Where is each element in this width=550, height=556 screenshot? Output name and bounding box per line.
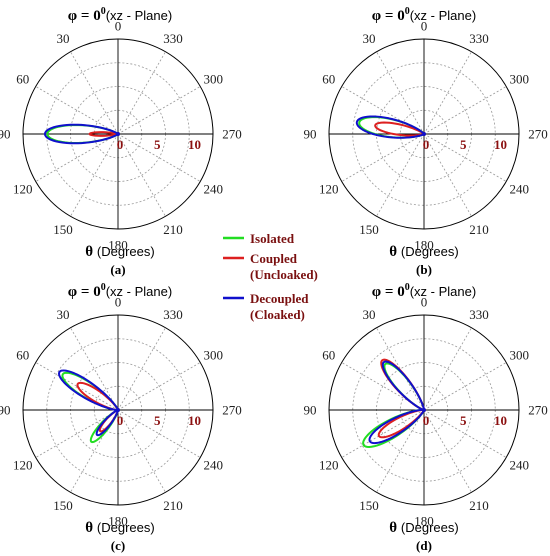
angle-tick-b-90: 90 <box>304 127 317 142</box>
angle-tick-c-30: 30 <box>57 307 70 322</box>
angle-tick-b-180: 180 <box>414 238 434 253</box>
outer-ring-b <box>328 38 520 230</box>
angle-tick-d-330: 330 <box>469 307 489 322</box>
legend: Isolated Coupled (Uncloaked) Decoupled (… <box>223 231 318 322</box>
angle-tick-d-60: 60 <box>322 348 335 363</box>
panel-d-xlabel: θ (Degrees) <box>389 520 458 536</box>
angle-tick-d-180: 180 <box>414 514 434 529</box>
angle-tick-a-240: 240 <box>204 182 224 197</box>
legend-label-decoupled-sub: (Cloaked) <box>250 307 305 322</box>
angle-tick-b-210: 210 <box>469 222 489 237</box>
angle-tick-c-0: 0 <box>115 295 122 310</box>
polar-plot-b: 0 30 60 90 120 150 180 210 240 270 300 330 0 5 10 <box>304 19 548 253</box>
panel-b-title: φ = 00(xz - Plane) <box>372 6 476 24</box>
radial-tick-b-0: 0 <box>423 137 430 152</box>
radial-tick-c-0: 0 <box>117 413 124 428</box>
angle-tick-c-210: 210 <box>163 498 183 513</box>
angle-tick-a-270: 270 <box>222 127 242 142</box>
panel-a-title: φ = 00(xz - Plane) <box>68 6 172 24</box>
panel-c-xlabel: θ (Degrees) <box>85 520 154 536</box>
angle-tick-c-270: 270 <box>222 403 242 418</box>
angle-tick-d-90: 90 <box>304 403 317 418</box>
angle-tick-d-30: 30 <box>363 307 376 322</box>
grid-spoke-c-30 <box>70 327 119 411</box>
angle-tick-d-210: 210 <box>469 498 489 513</box>
panel-c-title: φ = 00(xz - Plane) <box>68 282 172 300</box>
radial-tick-a-10: 10 <box>188 137 201 152</box>
angle-tick-c-150: 150 <box>53 498 73 513</box>
angle-tick-c-120: 120 <box>13 458 33 473</box>
angle-tick-c-300: 300 <box>204 348 224 363</box>
angle-tick-c-90: 90 <box>0 403 11 418</box>
angle-tick-d-150: 150 <box>359 498 379 513</box>
angle-tick-b-300: 300 <box>510 72 530 87</box>
angle-tick-a-210: 210 <box>163 222 183 237</box>
radial-tick-a-5: 5 <box>154 137 161 152</box>
angle-tick-b-0: 0 <box>421 19 428 34</box>
panel-c-label: (c) <box>111 538 125 553</box>
radial-tick-b-5: 5 <box>460 137 467 152</box>
angle-tick-b-270: 270 <box>528 127 548 142</box>
panel-a-label: (a) <box>110 262 125 277</box>
angle-tick-b-240: 240 <box>510 182 530 197</box>
radial-tick-c-10: 10 <box>188 413 201 428</box>
angle-tick-b-150: 150 <box>359 222 379 237</box>
radial-tick-d-10: 10 <box>494 413 507 428</box>
polar-plot-c: 0 30 60 90 120 150 180 210 240 270 300 330 0 5 10 <box>0 295 242 529</box>
angle-tick-a-150: 150 <box>53 222 73 237</box>
legend-label-coupled-sub: (Uncloaked) <box>250 267 318 282</box>
angle-tick-a-180: 180 <box>108 238 128 253</box>
radial-tick-d-5: 5 <box>460 413 467 428</box>
angle-tick-d-300: 300 <box>510 348 530 363</box>
grid-spoke-a-30 <box>70 51 119 135</box>
angle-tick-b-330: 330 <box>469 31 489 46</box>
angle-tick-d-120: 120 <box>319 458 339 473</box>
grid-spoke-b-150 <box>376 133 425 217</box>
panel-b-label: (b) <box>416 262 432 277</box>
angle-tick-c-330: 330 <box>163 307 183 322</box>
grid-spoke-a-150 <box>70 133 119 217</box>
angle-tick-b-30: 30 <box>363 31 376 46</box>
angle-tick-c-60: 60 <box>16 348 29 363</box>
radial-tick-a-0: 0 <box>117 137 124 152</box>
radial-tick-b-10: 10 <box>494 137 507 152</box>
outer-ring-d <box>328 314 520 506</box>
angle-tick-a-0: 0 <box>115 19 122 34</box>
angle-tick-d-240: 240 <box>510 458 530 473</box>
angle-tick-a-30: 30 <box>57 31 70 46</box>
polar-plot-a: 0 30 60 90 120 150 180 210 240 270 300 330 0 5 10 <box>0 19 242 253</box>
outer-ring-a <box>22 38 214 230</box>
legend-label-decoupled: Decoupled <box>250 291 309 306</box>
angle-tick-a-300: 300 <box>204 72 224 87</box>
legend-label-isolated: Isolated <box>250 231 295 246</box>
series-decoupled-cloaked-a <box>43 123 120 145</box>
radial-tick-d-0: 0 <box>423 413 430 428</box>
panel-d-title: φ = 00(xz - Plane) <box>372 282 476 300</box>
angle-tick-a-60: 60 <box>16 72 29 87</box>
angle-tick-a-90: 90 <box>0 127 11 142</box>
panel-a-xlabel: θ (Degrees) <box>85 244 154 260</box>
radial-tick-c-5: 5 <box>154 413 161 428</box>
series-decoupled-cloaked-c <box>58 369 120 437</box>
angle-tick-c-240: 240 <box>204 458 224 473</box>
angle-tick-d-0: 0 <box>421 295 428 310</box>
angle-tick-b-120: 120 <box>319 182 339 197</box>
legend-label-coupled: Coupled <box>250 251 298 266</box>
panel-d-label: (d) <box>416 538 432 553</box>
angle-tick-c-180: 180 <box>108 514 128 529</box>
angle-tick-d-270: 270 <box>528 403 548 418</box>
polar-plot-d: 0 30 60 90 120 150 180 210 240 270 300 330 0 5 10 <box>304 295 548 529</box>
outer-ring-c <box>22 314 214 506</box>
angle-tick-a-120: 120 <box>13 182 33 197</box>
series-decoupled-cloaked-b <box>355 115 426 139</box>
panel-b-xlabel: θ (Degrees) <box>389 244 458 260</box>
series-decoupled-cloaked-d <box>368 360 426 445</box>
angle-tick-a-330: 330 <box>163 31 183 46</box>
angle-tick-b-60: 60 <box>322 72 335 87</box>
